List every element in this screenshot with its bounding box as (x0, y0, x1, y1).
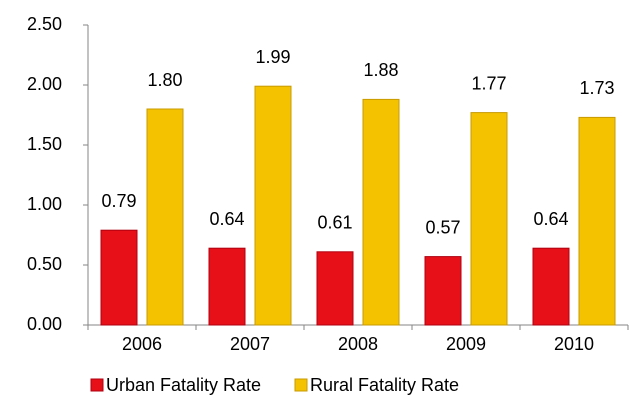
legend-label: Urban Fatality Rate (106, 375, 261, 395)
bar (470, 112, 508, 326)
y-tick-label: 2.50 (27, 14, 62, 34)
y-tick-label: 0.50 (27, 254, 62, 274)
x-tick-label: 2008 (338, 334, 378, 354)
data-label: 1.80 (147, 70, 182, 90)
bar (254, 85, 292, 326)
data-label: 1.88 (363, 60, 398, 80)
legend-label: Rural Fatality Rate (310, 375, 459, 395)
bar (146, 108, 184, 326)
data-label: 0.57 (425, 217, 460, 237)
data-label: 0.79 (101, 191, 136, 211)
data-label: 0.61 (317, 213, 352, 233)
data-label: 0.64 (209, 209, 244, 229)
y-tick-label: 0.00 (27, 314, 62, 334)
bar (578, 116, 616, 326)
data-label: 1.77 (471, 73, 506, 93)
data-label: 0.64 (533, 209, 568, 229)
y-tick-label: 2.00 (27, 74, 62, 94)
x-tick-label: 2006 (122, 334, 162, 354)
y-tick-label: 1.00 (27, 194, 62, 214)
legend-swatch (90, 378, 104, 392)
bar (208, 247, 246, 326)
bar (424, 256, 462, 326)
x-tick-label: 2009 (446, 334, 486, 354)
x-tick-label: 2010 (554, 334, 594, 354)
bar (100, 229, 138, 326)
bar (362, 98, 400, 326)
y-tick-label: 1.50 (27, 134, 62, 154)
x-tick-label: 2007 (230, 334, 270, 354)
legend-swatch (294, 378, 308, 392)
bar (316, 251, 354, 326)
data-label: 1.99 (255, 47, 290, 67)
data-label: 1.73 (579, 78, 614, 98)
bar (532, 247, 570, 326)
